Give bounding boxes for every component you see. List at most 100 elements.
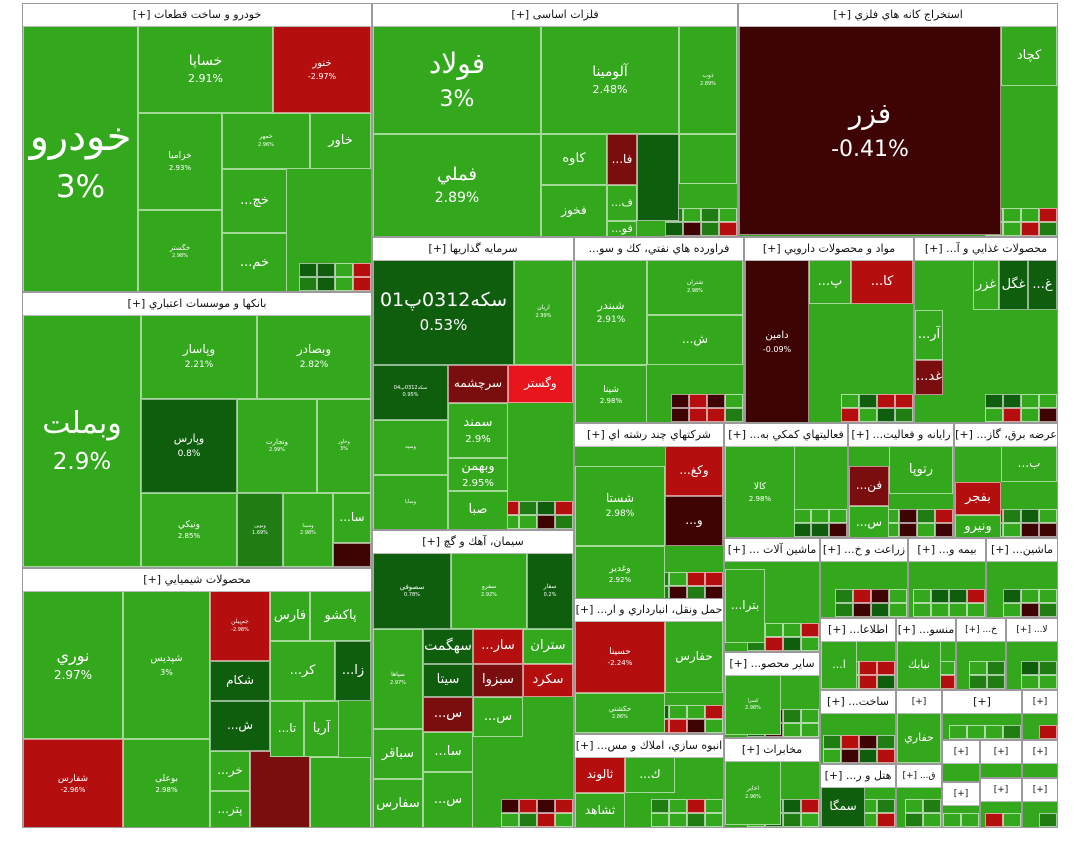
stock-tile-ك[interactable]: ك... xyxy=(625,757,675,793)
stock-tile-بترا[interactable]: بترا... xyxy=(725,569,765,643)
sector-title[interactable]: ماشين... [+] xyxy=(987,539,1057,562)
mini-tile[interactable] xyxy=(985,408,1003,422)
mini-tile[interactable] xyxy=(811,509,829,523)
stock-tile-غگل[interactable]: غگل xyxy=(999,260,1028,310)
stock-tile-وغدير[interactable]: وغدير 2.92% xyxy=(575,546,665,600)
stock-tile-سفرو[interactable]: سفرو 2.92% xyxy=(451,553,527,629)
filler-tile[interactable] xyxy=(333,543,371,567)
mini-tile[interactable] xyxy=(917,509,935,523)
stock-tile-نوري[interactable]: نوري 2.97% xyxy=(23,591,123,739)
stock-tile-وسپه[interactable]: وسپه xyxy=(373,420,448,475)
mini-tile[interactable] xyxy=(705,813,723,827)
stock-tile-وگستر[interactable]: وگستر xyxy=(508,365,573,403)
mini-tile[interactable] xyxy=(783,799,801,813)
mini-tile[interactable] xyxy=(725,394,743,408)
stock-tile-شتران[interactable]: شتران 2.98% xyxy=(647,260,743,315)
mini-tile[interactable] xyxy=(935,523,953,537)
sector-title[interactable]: ماشين آلات ... [+] xyxy=(725,539,819,562)
mini-tile[interactable] xyxy=(829,523,847,537)
stock-tile-ثشاهد[interactable]: ثشاهد xyxy=(575,793,625,827)
mini-tile[interactable] xyxy=(765,637,783,651)
mini-tile[interactable] xyxy=(967,603,985,617)
mini-tile[interactable] xyxy=(687,705,705,719)
mini-tile[interactable] xyxy=(683,222,701,236)
stock-tile-سكرد[interactable]: سكرد xyxy=(523,664,573,697)
mini-tile[interactable] xyxy=(1039,222,1057,236)
stock-tile-صبا[interactable]: صبا xyxy=(448,491,508,529)
sector-title[interactable]: [+] xyxy=(981,779,1021,802)
stock-tile-ذوب[interactable]: ذوب 2.89% xyxy=(679,26,737,134)
sector-title[interactable]: شركتهاي چند رشته اي [+] xyxy=(575,424,723,447)
mini-tile[interactable] xyxy=(917,523,935,537)
mini-tile[interactable] xyxy=(783,637,801,651)
mini-tile[interactable] xyxy=(783,709,801,723)
stock-tile-پ[interactable]: پ... xyxy=(809,260,851,304)
stock-tile-غزر[interactable]: غزر xyxy=(973,260,999,310)
stock-tile-فا[interactable]: فا... xyxy=(607,134,637,185)
mini-tile[interactable] xyxy=(719,208,737,222)
stock-tile-سهگمت[interactable]: سهگمت xyxy=(423,629,473,664)
mini-tile[interactable] xyxy=(871,603,889,617)
stock-tile-وتجارت[interactable]: وتجارت 2.99% xyxy=(237,399,317,493)
mini-tile[interactable] xyxy=(853,589,871,603)
sector-title[interactable]: فراورده هاي نفتي، كك و سو... xyxy=(575,238,743,261)
stock-tile-خودرو[interactable]: خودرو 3% xyxy=(23,26,138,291)
mini-tile[interactable] xyxy=(555,501,573,515)
mini-tile[interactable] xyxy=(555,813,573,827)
mini-tile[interactable] xyxy=(859,394,877,408)
mini-tile[interactable] xyxy=(353,263,371,277)
stock-tile-سكه0312پ01[interactable]: سكه0312پ01 0.53% xyxy=(373,260,514,365)
mini-tile[interactable] xyxy=(967,589,985,603)
mini-tile[interactable] xyxy=(1021,509,1039,523)
stock-tile-وساپا[interactable]: وساپا xyxy=(373,475,448,529)
mini-tile[interactable] xyxy=(1003,813,1021,827)
stock-tile-خزامیا[interactable]: خزامیا 2.93% xyxy=(138,113,222,210)
sector-title[interactable]: [+] xyxy=(943,783,979,806)
mini-tile[interactable] xyxy=(687,719,705,733)
sector-title[interactable]: انبوه سازي، املاك و مس... [+] xyxy=(575,735,723,758)
mini-tile[interactable] xyxy=(701,222,719,236)
mini-tile[interactable] xyxy=(1003,394,1021,408)
stock-tile-خم[interactable]: خم... xyxy=(222,233,287,291)
stock-tile-حفاري[interactable]: حفاري xyxy=(897,713,941,763)
mini-tile[interactable] xyxy=(877,394,895,408)
stock-tile-س[interactable]: س... xyxy=(473,697,523,737)
mini-tile[interactable] xyxy=(987,675,1005,689)
mini-tile[interactable] xyxy=(985,813,1003,827)
sector-title[interactable]: خ... [+] xyxy=(957,619,1005,642)
stock-tile-شستا[interactable]: شستا 2.98% xyxy=(575,466,665,546)
stock-tile-سبزوا[interactable]: سبزوا xyxy=(473,664,523,697)
stock-tile-س[interactable]: س... xyxy=(423,697,473,732)
sector-title[interactable]: بانكها و موسسات اعتباري [+] xyxy=(23,293,371,316)
mini-tile[interactable] xyxy=(537,515,555,529)
stock-tile-ونيكي[interactable]: ونيكي 2.85% xyxy=(141,493,237,567)
stock-tile-سمند[interactable]: سمند 2.9% xyxy=(448,403,508,458)
mini-tile[interactable] xyxy=(1003,208,1021,222)
stock-tile-غ[interactable]: غ... xyxy=(1028,260,1057,310)
mini-tile[interactable] xyxy=(1021,394,1039,408)
sector-title[interactable]: زراعت و خ... [+] xyxy=(821,539,907,562)
stock-tile-ش[interactable]: ش... xyxy=(647,315,743,365)
mini-tile[interactable] xyxy=(687,813,705,827)
mini-tile[interactable] xyxy=(801,637,819,651)
stock-tile-كا[interactable]: كا... xyxy=(851,260,913,304)
mini-tile[interactable] xyxy=(801,623,819,637)
sector-title[interactable]: [+] xyxy=(943,741,979,764)
sector-title[interactable]: مواد و محصولات دارويي [+] xyxy=(745,238,913,261)
stock-tile-خاور[interactable]: خاور xyxy=(310,113,371,169)
stock-tile-بفجر[interactable]: بفجر xyxy=(955,482,1001,515)
stock-tile-وپاسار[interactable]: وپاسار 2.21% xyxy=(141,315,257,399)
mini-tile[interactable] xyxy=(877,675,895,689)
mini-tile[interactable] xyxy=(877,735,895,749)
mini-tile[interactable] xyxy=(841,735,859,749)
mini-tile[interactable] xyxy=(841,394,859,408)
mini-tile[interactable] xyxy=(987,661,1005,675)
mini-tile[interactable] xyxy=(1003,408,1021,422)
mini-tile[interactable] xyxy=(701,208,719,222)
sector-title[interactable]: [+] xyxy=(1023,741,1057,764)
mini-tile[interactable] xyxy=(299,277,317,291)
mini-tile[interactable] xyxy=(841,749,859,763)
mini-tile[interactable] xyxy=(1039,208,1057,222)
stock-tile-كالا[interactable]: كالا 2.98% xyxy=(725,446,795,537)
mini-tile[interactable] xyxy=(669,572,687,586)
